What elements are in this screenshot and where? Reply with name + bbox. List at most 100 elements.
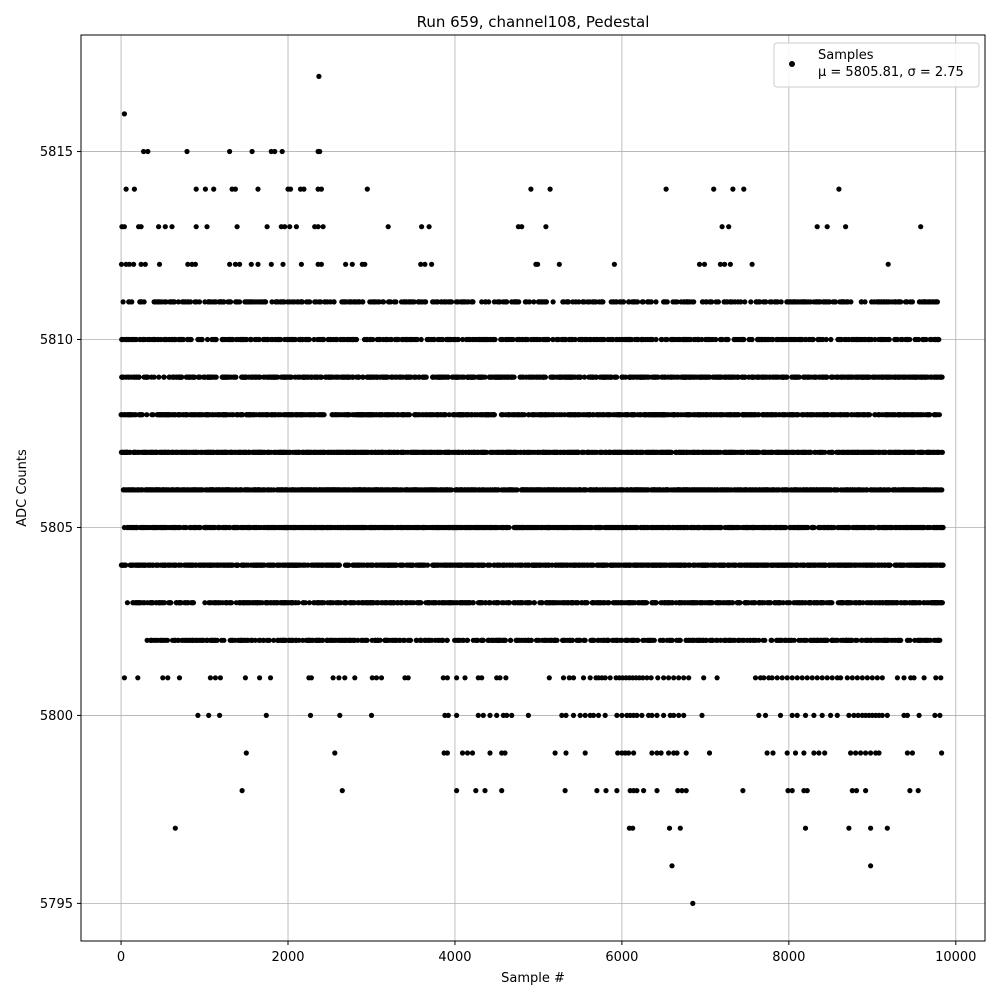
data-point	[360, 374, 366, 380]
data-point	[161, 374, 167, 380]
data-point	[510, 336, 516, 343]
data-point	[601, 336, 607, 343]
data-point	[886, 336, 892, 343]
data-point	[445, 374, 451, 380]
data-point	[511, 374, 517, 380]
data-point	[581, 374, 588, 380]
data-point	[321, 336, 327, 343]
data-point	[257, 374, 263, 380]
data-point	[141, 299, 147, 305]
data-point	[244, 336, 250, 343]
data-point	[175, 299, 182, 305]
data-point	[565, 299, 572, 305]
data-point	[376, 299, 382, 305]
data-point	[388, 336, 395, 343]
data-point	[213, 336, 219, 343]
data-point	[460, 336, 466, 343]
data-point	[292, 336, 298, 343]
data-point	[446, 412, 452, 418]
data-point	[414, 336, 420, 343]
data-point	[479, 299, 485, 305]
data-point	[470, 299, 476, 305]
data-point	[306, 336, 312, 343]
data-point	[144, 412, 150, 418]
data-point	[653, 336, 659, 343]
data-point	[934, 299, 941, 305]
data-point	[756, 412, 762, 418]
data-point	[898, 299, 904, 305]
data-point	[393, 299, 399, 305]
data-point	[278, 336, 284, 343]
data-point	[909, 299, 916, 305]
data-point	[318, 299, 324, 305]
data-point	[872, 336, 878, 343]
data-point	[129, 299, 135, 305]
data-point	[288, 374, 294, 380]
data-point	[916, 336, 922, 343]
data-point	[196, 299, 203, 305]
data-point	[188, 336, 194, 343]
data-point	[664, 336, 670, 343]
data-point	[810, 336, 816, 343]
data-point	[492, 336, 498, 343]
data-point	[545, 336, 552, 343]
data-point	[256, 336, 262, 343]
data-point	[423, 374, 429, 380]
data-point	[233, 374, 239, 380]
data-point	[136, 374, 142, 380]
data-point	[757, 299, 763, 305]
data-point	[531, 299, 537, 305]
data-point	[691, 299, 697, 305]
data-point	[927, 412, 933, 418]
data-point	[145, 374, 151, 380]
data-point	[736, 412, 742, 418]
data-point	[221, 299, 227, 305]
data-point	[936, 412, 943, 418]
data-point	[593, 374, 600, 380]
data-point	[715, 299, 722, 305]
data-point	[713, 336, 719, 343]
data-point	[431, 336, 437, 343]
data-point	[655, 374, 661, 380]
data-point	[795, 412, 801, 418]
data-point	[742, 299, 748, 305]
data-point	[311, 336, 317, 343]
data-point	[749, 336, 755, 343]
data-point	[699, 336, 705, 343]
data-point	[648, 299, 654, 305]
data-point	[623, 374, 629, 380]
data-point	[867, 412, 873, 418]
data-point	[356, 374, 362, 380]
data-point	[360, 299, 366, 305]
data-point	[213, 374, 219, 380]
data-point	[406, 412, 413, 418]
data-point	[204, 336, 211, 343]
data-point	[299, 299, 305, 305]
data-point	[120, 299, 126, 305]
data-point	[163, 299, 169, 305]
data-point	[380, 299, 387, 305]
data-point	[550, 336, 556, 343]
data-point	[191, 374, 198, 380]
data-point	[923, 336, 929, 343]
data-point	[443, 412, 449, 418]
data-point	[423, 299, 429, 305]
data-point	[370, 336, 376, 343]
data-point	[894, 336, 901, 343]
data-point	[709, 299, 715, 305]
data-point	[248, 336, 254, 343]
data-point	[180, 336, 187, 343]
data-point	[228, 299, 234, 305]
data-point	[263, 299, 269, 305]
data-point	[576, 299, 582, 305]
data-point	[387, 299, 394, 305]
data-point	[171, 299, 178, 305]
data-point	[796, 374, 802, 380]
data-point	[187, 299, 194, 305]
data-point	[742, 374, 748, 380]
data-point	[659, 336, 665, 343]
data-point	[741, 336, 747, 343]
data-point	[491, 412, 497, 418]
